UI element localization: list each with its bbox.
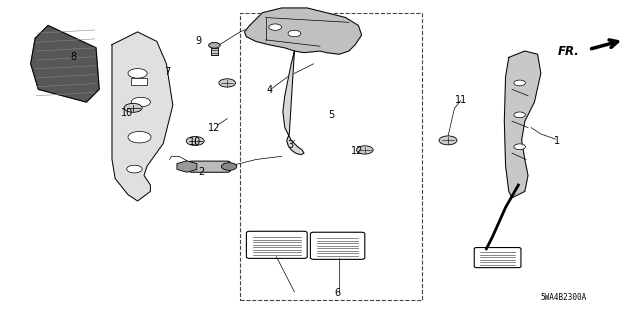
Text: 8: 8 [70,52,77,63]
Polygon shape [244,8,362,54]
Text: 12: 12 [351,145,364,156]
Circle shape [288,30,301,37]
Text: 3: 3 [287,140,293,150]
Circle shape [186,137,204,145]
Polygon shape [283,51,304,155]
Circle shape [269,24,282,30]
Circle shape [131,97,150,107]
Circle shape [128,69,147,78]
FancyBboxPatch shape [474,248,521,268]
Polygon shape [31,26,99,102]
Circle shape [514,144,525,150]
Text: 5: 5 [328,110,335,121]
Circle shape [128,131,151,143]
Text: 9: 9 [195,36,202,46]
Text: 2: 2 [198,167,205,177]
Bar [211,48,218,55]
Polygon shape [112,32,173,201]
FancyBboxPatch shape [310,232,365,259]
Circle shape [439,136,457,145]
Text: 7: 7 [164,67,171,77]
Circle shape [209,42,220,48]
Circle shape [127,165,142,173]
Polygon shape [504,51,541,198]
Text: 5WA4B2300A: 5WA4B2300A [540,293,586,302]
Circle shape [124,103,142,112]
Text: 12: 12 [208,122,221,133]
Circle shape [356,146,373,154]
Text: FR.: FR. [557,45,579,57]
Text: 1: 1 [554,136,560,146]
Circle shape [514,80,525,86]
Circle shape [514,112,525,118]
Text: 10: 10 [120,108,133,118]
Text: 6: 6 [335,287,341,298]
FancyBboxPatch shape [189,161,230,172]
Bar [131,78,147,85]
Bar [240,13,422,300]
FancyBboxPatch shape [246,231,307,258]
Text: 4: 4 [267,85,273,95]
Circle shape [219,79,236,87]
Text: 11: 11 [454,95,467,106]
Text: 10: 10 [189,137,202,147]
Circle shape [221,163,237,170]
